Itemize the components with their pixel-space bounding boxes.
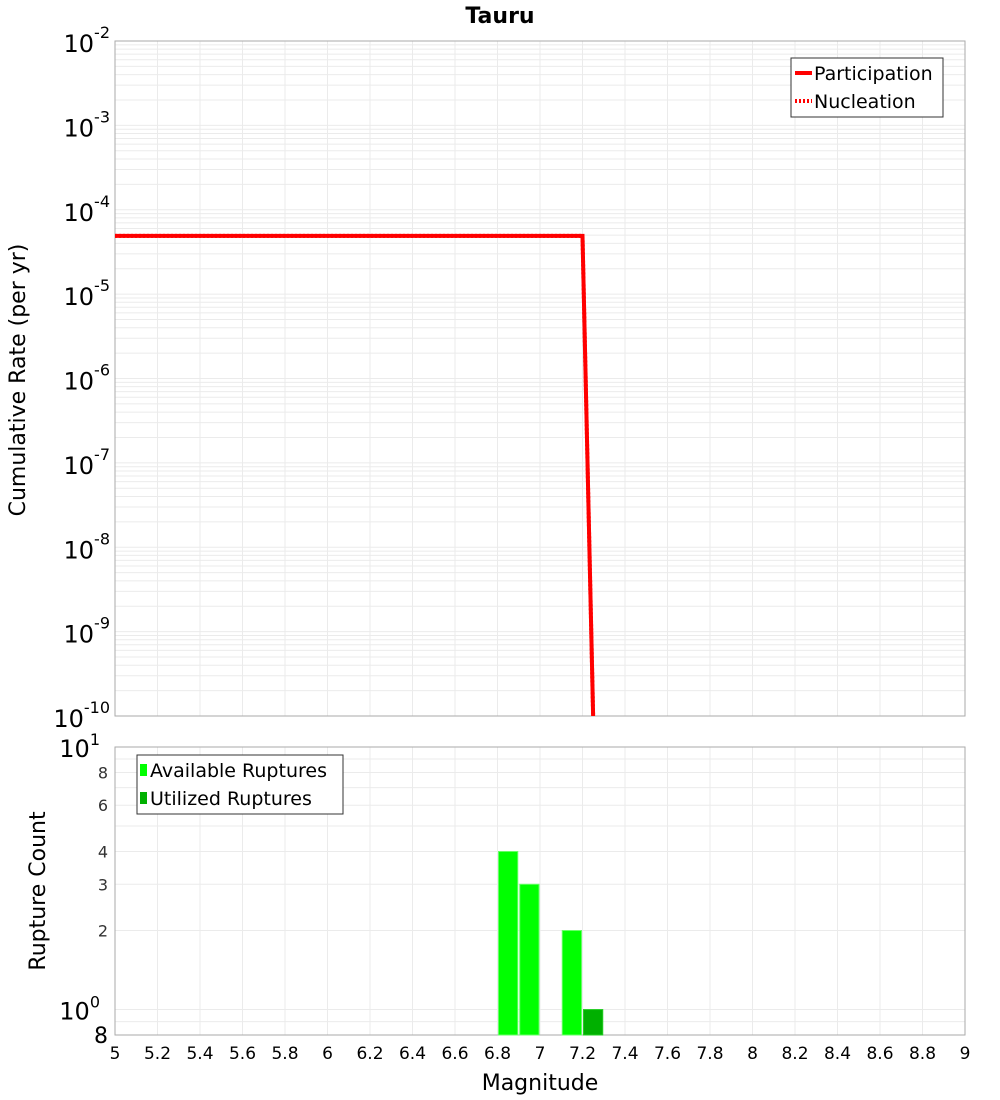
legend-top: [790, 57, 944, 118]
y-tick-label-major: 101: [59, 730, 100, 763]
legend-label: Nucleation: [814, 91, 916, 113]
y-tick-label: 10-3: [64, 107, 111, 142]
legend-label: Participation: [814, 63, 933, 85]
x-tick-label: 7.2: [569, 1044, 596, 1064]
y-tick-label: 8: [98, 763, 108, 782]
x-tick-label: 6.6: [441, 1044, 468, 1064]
legend-swatch: [140, 792, 147, 804]
bar-available-ruptures: [498, 850, 519, 1036]
x-axis-label: Magnitude: [482, 1071, 599, 1096]
bar-available-ruptures: [519, 883, 540, 1036]
y-tick-label: 10-8: [64, 529, 111, 564]
y-tick-label-major: 100: [59, 993, 100, 1026]
x-tick-label: 6.4: [399, 1044, 426, 1064]
x-tick-label: 7: [535, 1044, 546, 1064]
y-tick-label: 2: [98, 922, 108, 941]
y-tick-label: 10-6: [64, 361, 111, 396]
y-axis-label-bottom: Rupture Count: [26, 811, 51, 971]
x-tick-label: 5.4: [186, 1044, 213, 1064]
legend-swatch: [140, 764, 147, 776]
x-tick-label: 8: [747, 1044, 758, 1064]
x-tick-label: 6.2: [356, 1044, 383, 1064]
x-tick-label: 5.8: [271, 1044, 298, 1064]
y-tick-label: 10-5: [64, 276, 111, 311]
legend-label: Available Ruptures: [150, 760, 327, 782]
x-tick-label: 5.6: [229, 1044, 256, 1064]
bar-utilized-ruptures: [583, 1009, 604, 1036]
x-tick-label: 6.8: [484, 1044, 511, 1064]
x-tick-label: 5: [110, 1044, 121, 1064]
x-tick-label: 8.4: [824, 1044, 851, 1064]
y-tick-label: 10-10: [53, 698, 110, 733]
chart-title: Tauru: [465, 4, 534, 29]
x-tick-label: 7.6: [654, 1044, 681, 1064]
y-axis-label-top: Cumulative Rate (per yr): [6, 244, 31, 517]
x-tick-label: 8.2: [781, 1044, 808, 1064]
top-plot-frame: [114, 40, 966, 717]
y-tick-label: 10-2: [64, 23, 111, 58]
x-tick-label: 8.6: [866, 1044, 893, 1064]
y-tick-label: 8: [94, 1024, 108, 1049]
legend-bottom: [136, 754, 344, 815]
bottom-plot-frame: [114, 746, 966, 1036]
x-tick-label: 7.4: [611, 1044, 638, 1064]
x-tick-label: 8.8: [909, 1044, 936, 1064]
bar-available-ruptures: [561, 930, 582, 1036]
y-tick-label: 3: [98, 875, 108, 894]
y-tick-label: 6: [98, 796, 108, 815]
x-tick-label: 9: [960, 1044, 971, 1064]
x-tick-label: 5.2: [144, 1044, 171, 1064]
y-tick-label: 10-7: [64, 445, 111, 480]
y-tick-label: 10-9: [64, 614, 111, 649]
x-tick-label: 7.8: [696, 1044, 723, 1064]
legend-label: Utilized Ruptures: [150, 788, 312, 810]
series-line-participation: [115, 233, 596, 717]
y-tick-label: 4: [98, 842, 108, 861]
x-tick-label: 6: [322, 1044, 333, 1064]
y-tick-label: 10-4: [64, 192, 111, 227]
